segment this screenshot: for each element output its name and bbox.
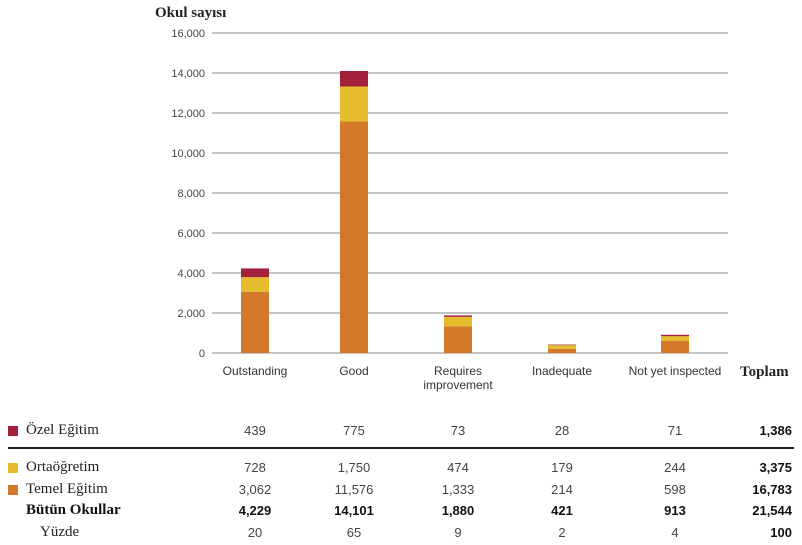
y-tick-label: 2,000	[177, 308, 205, 320]
table-cell: 71	[667, 423, 683, 438]
y-tick-label: 6,000	[177, 228, 205, 240]
table-cell: 20	[247, 525, 263, 540]
row-label: Bütün Okullar	[26, 502, 121, 518]
x-tick-label: Outstanding	[223, 364, 288, 378]
table-total-cell: 3,375	[759, 460, 792, 475]
row-label: Ortaöğretim	[26, 459, 100, 475]
table-cell: 439	[244, 423, 266, 438]
row-label: Temel Eğitim	[26, 481, 108, 497]
table-total-cell: 1,386	[759, 423, 792, 438]
table-cell: 775	[343, 423, 365, 438]
bar-segment	[548, 345, 576, 349]
table-total-cell: 16,783	[752, 482, 792, 497]
table-cell: 1,880	[441, 503, 475, 518]
y-tick-label: 12,000	[171, 108, 205, 120]
table-cell: 1,750	[337, 460, 371, 475]
x-tick-label: Requires	[434, 364, 482, 378]
table-cell: 65	[346, 525, 362, 540]
table-cell: 244	[664, 460, 686, 475]
table-row-butun-okullar: Bütün Okullar 4,229 14,101 1,880 421 913 21,54…	[0, 500, 802, 522]
table-cell: 3,062	[238, 482, 272, 497]
table-cell: 2	[558, 525, 566, 540]
stacked-bar-chart: 0 2,000 4,000 6,000 8,000 10,000 12,000 14,000 1…	[171, 28, 728, 392]
table-total-cell: 21,544	[752, 503, 792, 518]
legend-swatch	[8, 485, 18, 495]
bar-segment	[444, 316, 472, 327]
table-cell: 1,333	[441, 482, 475, 497]
y-axis-title: Okul sayısı	[155, 5, 227, 21]
total-column-header: Toplam	[740, 364, 789, 380]
x-tick-label: Not yet inspected	[629, 364, 722, 378]
table-cell: 14,101	[334, 503, 374, 518]
table-divider	[8, 447, 794, 449]
table-cell: 11,576	[334, 482, 374, 497]
bar-segment	[340, 70, 368, 87]
row-label: Özel Eğitim	[26, 422, 99, 438]
table-cell: 9	[454, 525, 462, 540]
table-row-ozel-egitim: Özel Eğitim 439 775 73 28 71 1,386	[0, 420, 802, 442]
legend-swatch	[8, 426, 18, 436]
bar-segment	[548, 348, 576, 353]
x-tick-label: Inadequate	[532, 364, 592, 378]
bar-segment	[340, 86, 368, 122]
bar-segment	[241, 268, 269, 278]
bar-segment	[661, 336, 689, 342]
table-cell: 913	[664, 503, 686, 518]
table-cell: 421	[551, 503, 573, 518]
y-tick-label: 8,000	[177, 188, 205, 200]
table-cell: 179	[551, 460, 573, 475]
x-tick-label: Good	[339, 364, 368, 378]
x-tick-label: improvement	[423, 378, 493, 392]
row-label: Yüzde	[40, 524, 80, 540]
bars	[241, 70, 689, 353]
bar-segment	[241, 291, 269, 353]
table-cell: 73	[450, 423, 466, 438]
bar-segment	[444, 315, 472, 317]
y-tick-label: 14,000	[171, 68, 205, 80]
table-row-ortaogretim: Ortaöğretim 728 1,750 474 179 244 3,375	[0, 457, 802, 479]
legend-swatch	[8, 463, 18, 473]
table-row-yuzde: Yüzde 20 65 9 2 4 100	[0, 522, 802, 544]
y-tick-label: 16,000	[171, 28, 205, 40]
y-axis-ticks: 0 2,000 4,000 6,000 8,000 10,000 12,000 14,000 1…	[171, 28, 205, 360]
table-cell: 4	[671, 525, 679, 540]
y-tick-label: 0	[199, 348, 205, 360]
table-cell: 728	[244, 460, 266, 475]
bar-segment	[661, 334, 689, 337]
table-cell: 214	[551, 482, 573, 497]
y-tick-label: 10,000	[171, 148, 205, 160]
table-row-temel-egitim: Temel Eğitim 3,062 11,576 1,333 214 598 16,783	[0, 479, 802, 501]
table-cell: 28	[554, 423, 570, 438]
bar-segment	[241, 277, 269, 292]
bar-segment	[661, 341, 689, 353]
bar-segment	[444, 326, 472, 353]
bar-segment	[548, 344, 576, 346]
y-tick-label: 4,000	[177, 268, 205, 280]
gridlines	[212, 32, 728, 354]
bar-segment	[340, 121, 368, 353]
table-cell: 474	[447, 460, 469, 475]
table-cell: 4,229	[238, 503, 272, 518]
table-total-cell: 100	[770, 525, 792, 540]
table-cell: 598	[664, 482, 686, 497]
